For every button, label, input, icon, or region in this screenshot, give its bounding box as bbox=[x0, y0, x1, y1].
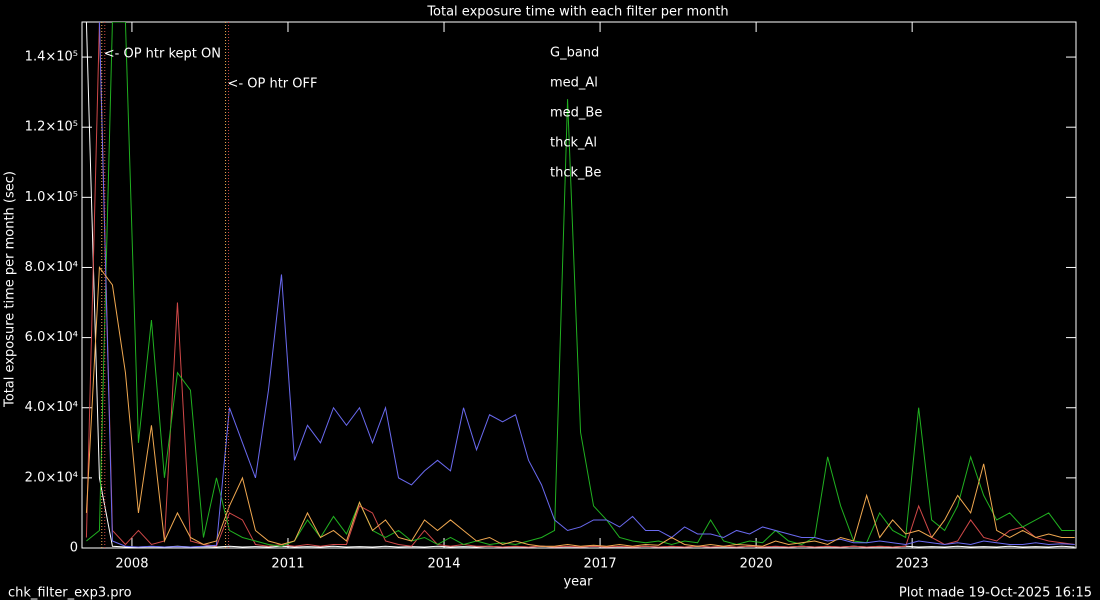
y-tick-label: 1.0×10⁵ bbox=[25, 190, 78, 205]
legend-entry: G_band bbox=[550, 46, 599, 61]
x-tick-label: 2011 bbox=[271, 557, 304, 572]
chart-title: Total exposure time with each filter per… bbox=[426, 5, 728, 20]
x-axis-label: year bbox=[563, 575, 593, 590]
annotation-text: <- OP htr OFF bbox=[228, 77, 318, 92]
legend-entry: med_Al bbox=[550, 76, 598, 91]
y-tick-label: 6.0×10⁴ bbox=[25, 330, 78, 345]
x-tick-label: 2014 bbox=[427, 557, 460, 572]
x-tick-label: 2020 bbox=[740, 557, 773, 572]
footer-left: chk_filter_exp3.pro bbox=[8, 586, 132, 600]
x-tick-label: 2008 bbox=[115, 557, 148, 572]
plot-area bbox=[85, 22, 1075, 548]
series-line bbox=[86, 22, 1075, 547]
plot-frame bbox=[81, 21, 1077, 549]
y-tick-label: 0 bbox=[70, 541, 78, 556]
legend-entry: med_Be bbox=[550, 106, 602, 121]
y-tick-label: 2.0×10⁴ bbox=[25, 470, 78, 485]
y-tick-label: 1.2×10⁵ bbox=[25, 120, 78, 135]
legend-entry: thck_Be bbox=[550, 166, 601, 181]
y-tick-label: 1.4×10⁵ bbox=[25, 50, 78, 65]
x-tick-label: 2023 bbox=[896, 557, 929, 572]
y-tick-label: 8.0×10⁴ bbox=[25, 260, 78, 275]
y-tick-label: 4.0×10⁴ bbox=[25, 400, 78, 415]
x-tick-label: 2017 bbox=[584, 557, 617, 572]
legend-entry: thck_Al bbox=[550, 136, 597, 151]
series-line bbox=[85, 266, 1075, 547]
series-line bbox=[98, 22, 1075, 548]
y-axis-label: Total exposure time per month (sec) bbox=[3, 171, 18, 408]
annotation-text: <- OP htr kept ON bbox=[104, 47, 221, 62]
footer-right: Plot made 19-Oct-2025 16:15 bbox=[899, 586, 1092, 600]
